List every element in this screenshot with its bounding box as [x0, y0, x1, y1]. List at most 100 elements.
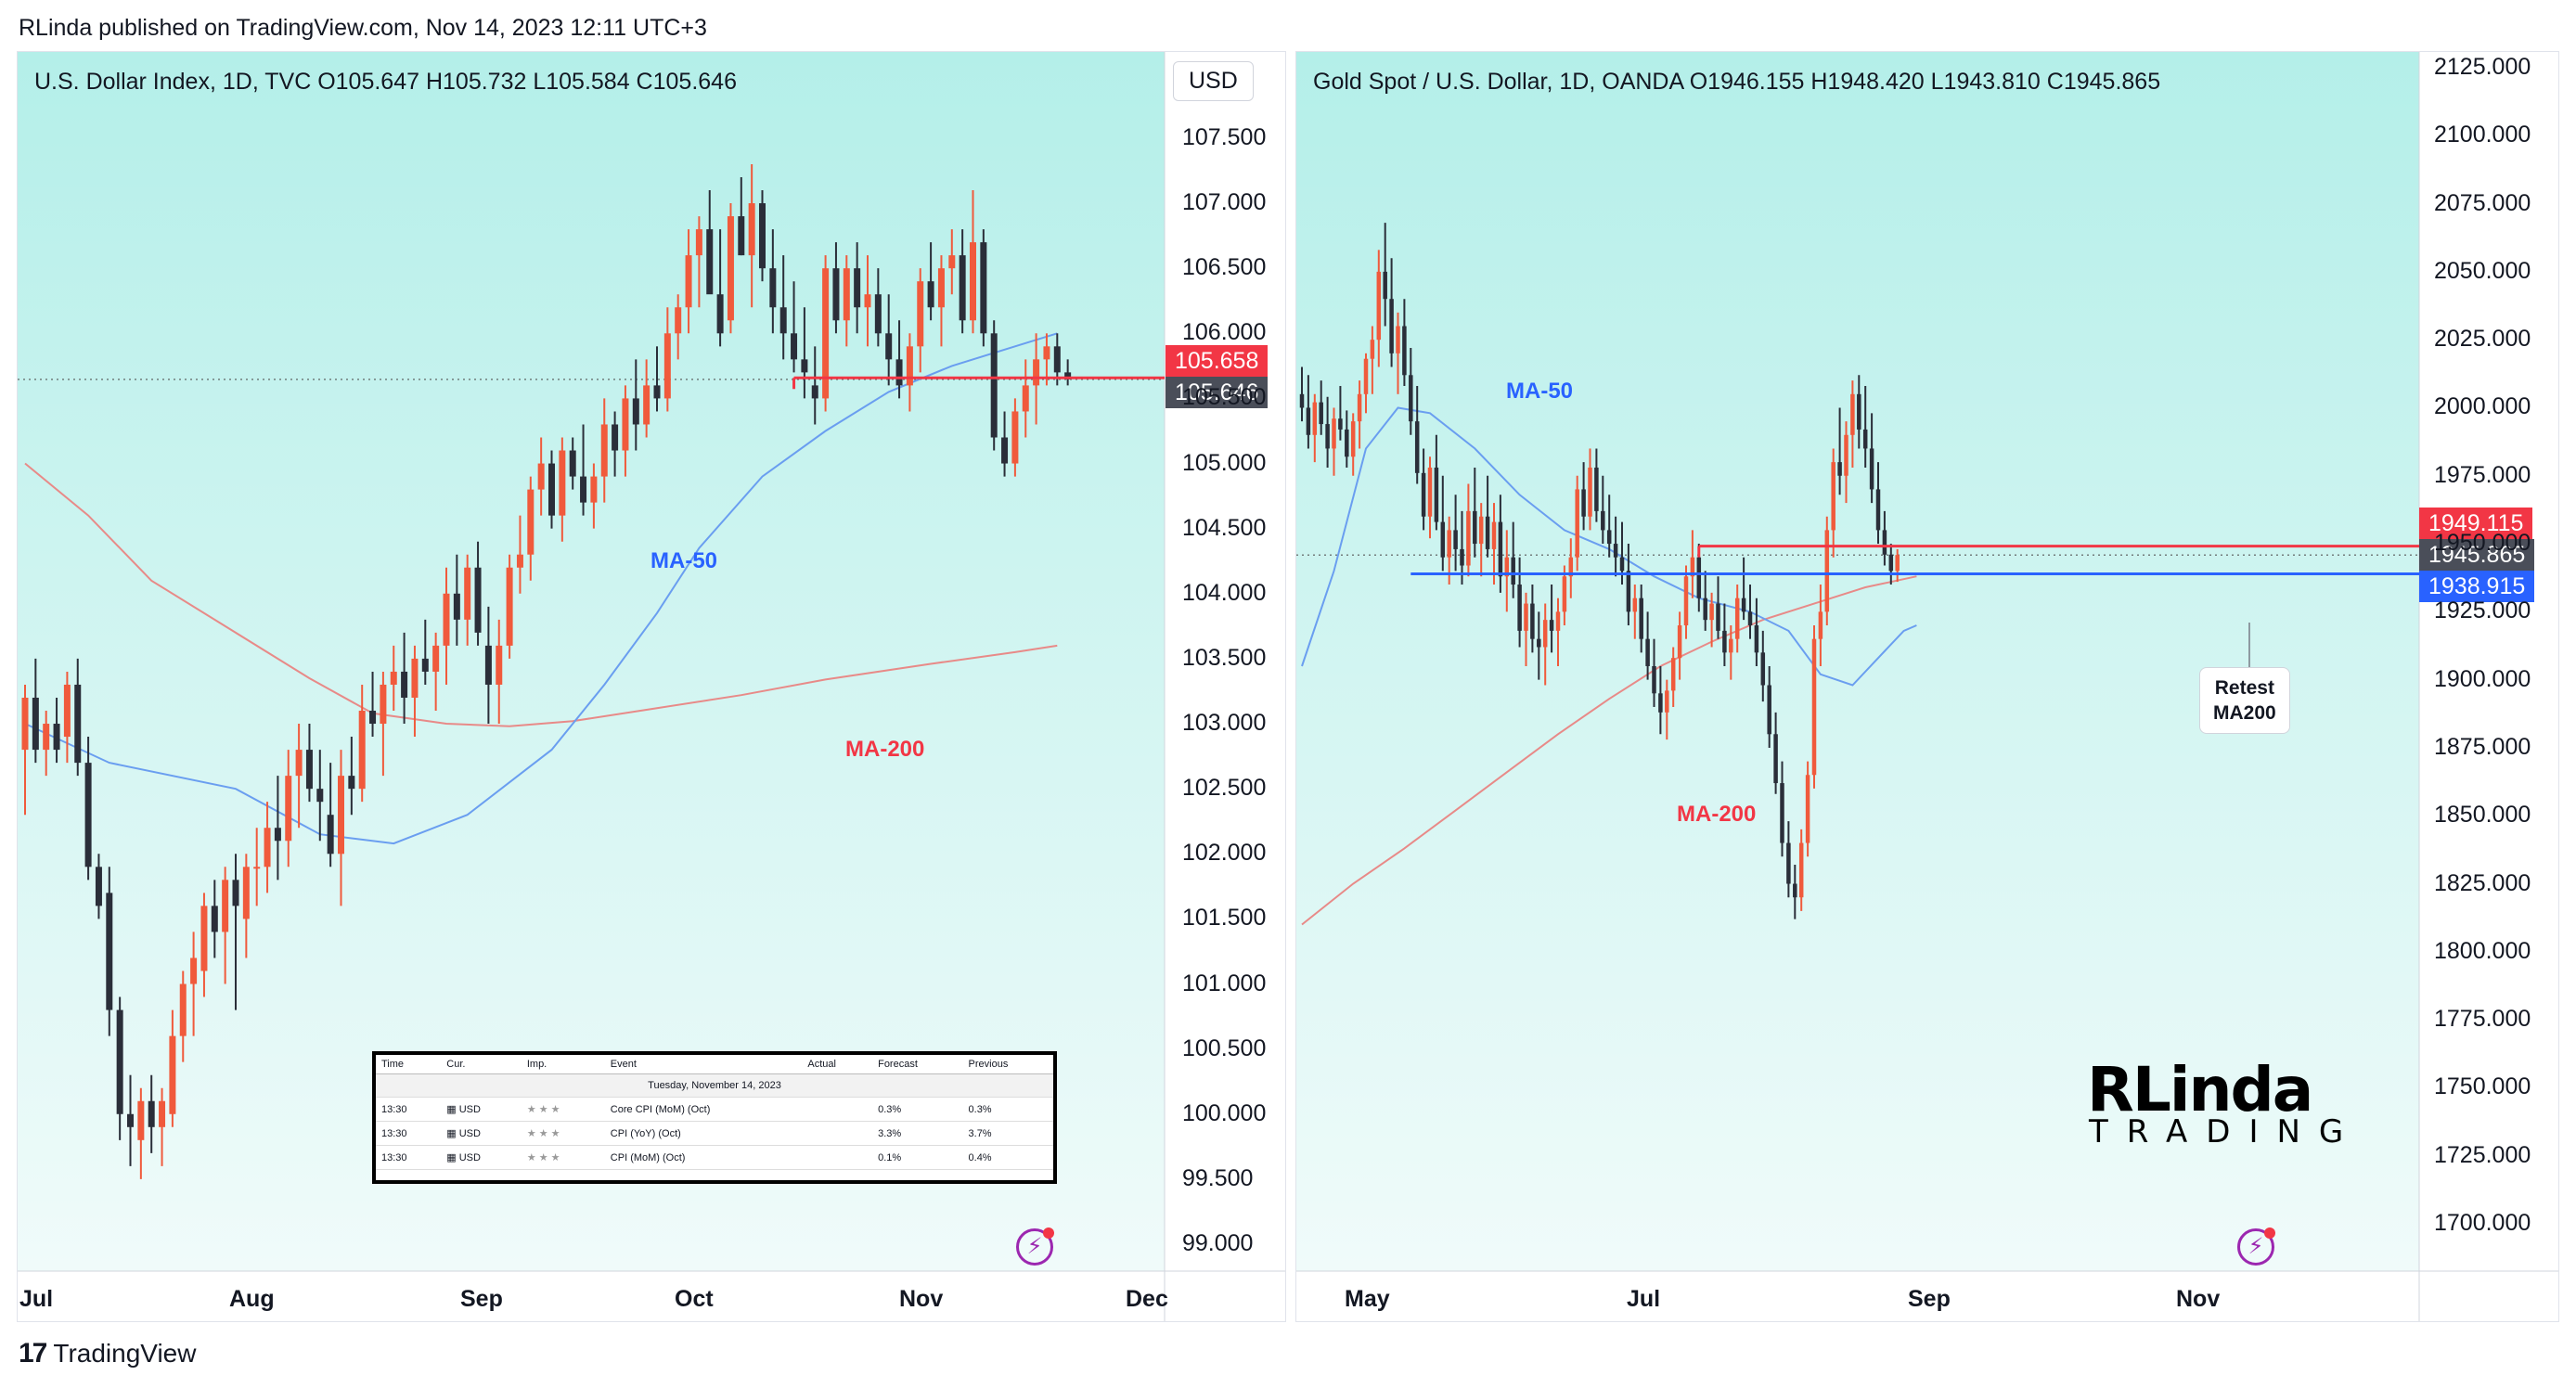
event-forecast: 0.3%: [872, 1097, 963, 1122]
gold-month-label: May: [1345, 1286, 1390, 1312]
event-time: 13:30: [376, 1097, 442, 1122]
dxy-candle-body: [63, 684, 71, 738]
gold-candle-body: [1722, 630, 1727, 653]
dxy-price-tick: 104.500: [1182, 514, 1267, 541]
dxy-last-price-tag: 105.646: [1166, 377, 1269, 408]
gold-month-label: Nov: [2176, 1286, 2221, 1312]
dxy-month-label: Aug: [229, 1286, 275, 1312]
dxy-candle-body: [727, 216, 734, 321]
event-currency: ▦ USD: [441, 1121, 522, 1146]
gold-chart-canvas[interactable]: [1296, 52, 2559, 1322]
gold-candle-body: [1786, 842, 1791, 884]
gold-candle-body: [1824, 530, 1830, 612]
event-name: CPI (YoY) (Oct): [604, 1121, 803, 1146]
dxy-chart-panel[interactable]: U.S. Dollar Index, 1D, TVC O105.647 H105…: [17, 51, 1286, 1322]
gold-candle-body: [1542, 620, 1548, 648]
dxy-candle-body: [706, 229, 714, 295]
gold-candle-body: [1427, 467, 1433, 517]
gold-price-tick: 1800.000: [2434, 937, 2531, 964]
gold-candle-body: [1862, 429, 1868, 449]
gold-candle-body: [1677, 625, 1682, 659]
tradingview-icon: 17: [19, 1338, 47, 1369]
rlinda-trading-logo: RLinda TRADING: [2087, 1054, 2343, 1156]
dxy-candle-body: [527, 489, 535, 555]
event-previous: 3.7%: [962, 1121, 1053, 1146]
dxy-candle-body: [421, 658, 429, 672]
gold-month-label: Jul: [1627, 1286, 1661, 1312]
gold-price-tick: 2100.000: [2434, 122, 2531, 148]
dxy-price-tick: 103.500: [1182, 644, 1267, 671]
dxy-price-tick: 105.500: [1182, 384, 1267, 411]
gold-month-label: Sep: [1908, 1286, 1951, 1312]
dxy-candle-body: [1033, 359, 1040, 386]
gold-candle-body: [1402, 326, 1407, 376]
dxy-candle-body: [927, 281, 934, 308]
retest-ma200-callout: Retest MA200: [2199, 667, 2290, 734]
dxy-candle-body: [211, 906, 218, 932]
dxy-price-tick: 102.000: [1182, 840, 1267, 867]
gold-chart-panel[interactable]: Gold Spot / U.S. Dollar, 1D, OANDA O1946…: [1295, 51, 2559, 1322]
dxy-candle-body: [148, 1100, 155, 1127]
col-header-actual: Actual: [802, 1055, 873, 1074]
dxy-candle-body: [432, 645, 440, 672]
gold-candle-body: [1588, 467, 1592, 517]
gold-candle-body: [1530, 603, 1535, 639]
dxy-price-tick: 107.000: [1182, 189, 1267, 216]
dxy-candle-body: [759, 203, 766, 269]
currency-badge[interactable]: USD: [1173, 61, 1254, 101]
dxy-price-tick: 105.000: [1182, 449, 1267, 476]
dxy-candle-body: [695, 229, 702, 256]
dxy-candle-body: [537, 463, 545, 490]
gold-price-tick: 1875.000: [2434, 733, 2531, 760]
col-header-event: Event: [604, 1055, 803, 1074]
gold-candle-body: [1760, 652, 1766, 686]
gold-candle-body: [1734, 598, 1740, 639]
gold-candle-body: [1741, 598, 1746, 612]
event-actual: [802, 1145, 873, 1170]
dxy-price-tick: 102.500: [1182, 775, 1267, 802]
col-header-forecast: Forecast: [872, 1055, 963, 1074]
gold-candle-body: [1299, 393, 1305, 408]
dxy-price-tick: 107.500: [1182, 123, 1267, 150]
gold-candle-body: [1517, 585, 1522, 631]
dxy-candle-body: [32, 697, 39, 751]
dxy-price-tick: 106.000: [1182, 319, 1267, 346]
event-name: Core CPI (MoM) (Oct): [604, 1097, 803, 1122]
dxy-ma50-label: MA-50: [650, 548, 718, 573]
dxy-candle-body: [232, 880, 239, 906]
tradingview-logo[interactable]: 17 TradingView: [19, 1338, 196, 1369]
gold-candle-body: [1473, 510, 1477, 545]
dxy-month-label: Sep: [460, 1286, 503, 1312]
dxy-candle-body: [253, 867, 261, 869]
lightning-alert-icon[interactable]: ⚡: [2237, 1227, 2275, 1266]
dxy-candle-body: [959, 255, 966, 321]
dxy-candle-body: [980, 242, 987, 334]
event-forecast: 0.1%: [872, 1145, 963, 1170]
gold-ma50-line: [1301, 406, 1917, 687]
gold-candle-body: [1793, 883, 1797, 898]
gold-candle-body: [1747, 611, 1753, 626]
gold-candle-body: [1613, 544, 1618, 558]
importance-stars-icon: ★★★: [521, 1145, 605, 1170]
lightning-alert-icon[interactable]: ⚡: [1016, 1227, 1054, 1266]
importance-stars-icon: ★★★: [521, 1121, 605, 1146]
gold-price-tick: 2050.000: [2434, 257, 2531, 284]
gold-price-tick: 1825.000: [2434, 869, 2531, 896]
dxy-candle-body: [622, 398, 629, 451]
dxy-candle-body: [285, 776, 292, 842]
gold-price-tick: 1850.000: [2434, 802, 2531, 829]
gold-candle-body: [1537, 638, 1541, 648]
dxy-candle-body: [190, 957, 198, 984]
dxy-candle-body: [990, 333, 998, 438]
gold-candle-body: [1581, 489, 1586, 517]
dxy-ma200-line: [24, 462, 1058, 727]
dxy-candle-body: [675, 307, 682, 334]
dxy-candle-body: [369, 711, 377, 725]
gold-candle-body: [1665, 690, 1669, 713]
dxy-candle-body: [53, 724, 60, 751]
gold-candle-body: [1485, 516, 1490, 549]
gold-candle-body: [1389, 299, 1394, 353]
dxy-candle-body: [1053, 346, 1061, 373]
dxy-candle-body: [338, 776, 344, 855]
dxy-candle-body: [380, 684, 387, 725]
